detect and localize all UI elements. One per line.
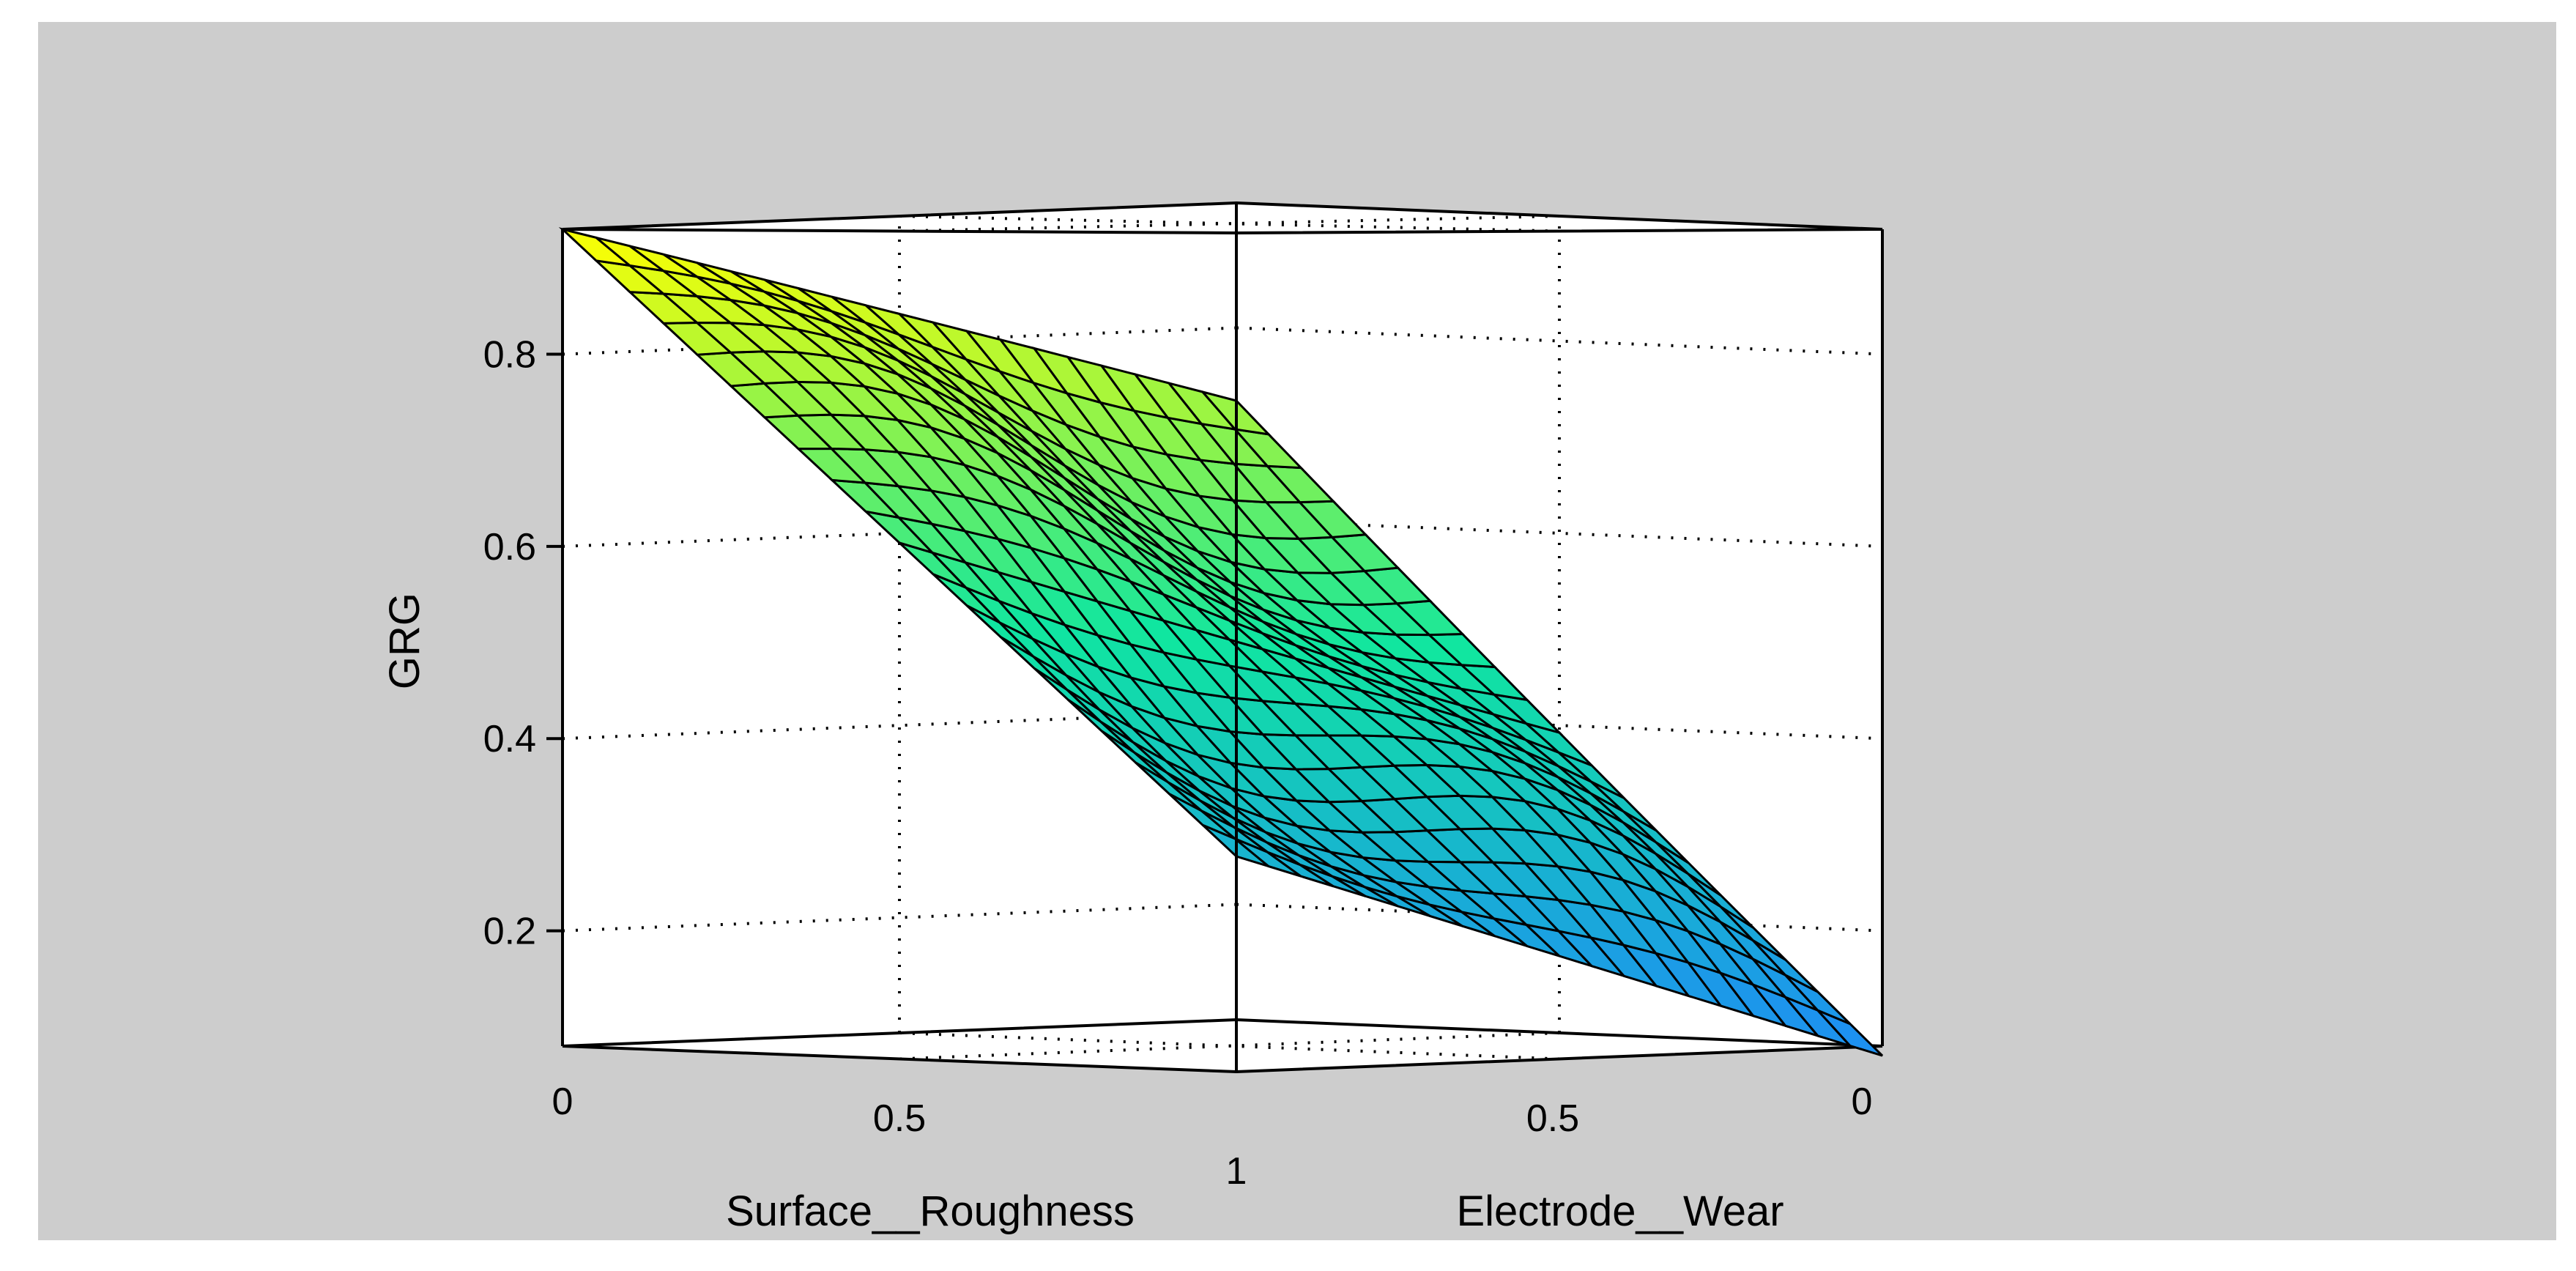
grid-floor-y-0 <box>899 1031 1560 1061</box>
z-axis-ticks: 0.2 0.4 0.6 0.8 <box>483 334 563 953</box>
z-tick-label-1: 0.4 <box>483 718 536 760</box>
z-tick-label-2: 0.6 <box>483 526 536 568</box>
figure-window: 0.2 0.4 0.6 0.8 0 0.5 1 0.5 0 Surface__Roug… <box>38 22 2556 1240</box>
x-axis-title: Surface__Roughness <box>726 1187 1135 1235</box>
y-tick-label-0: 0 <box>1852 1081 1873 1123</box>
y-axis-title: Electrode__Wear <box>1456 1187 1783 1235</box>
x-tick-label-0.5: 0.5 <box>873 1097 926 1140</box>
axes-ceiling <box>562 201 1883 235</box>
z-axis-title: GRG <box>381 593 428 689</box>
surface-mesh <box>558 227 1884 1057</box>
x-tick-label-1: 1 <box>1226 1150 1247 1193</box>
surface-plot: 0.2 0.4 0.6 0.8 0 0.5 1 0.5 0 Surface__Roug… <box>381 201 1884 1235</box>
grid-ceiling-y-0 <box>899 215 1560 233</box>
grid-lines <box>562 215 1883 1061</box>
z-tick-label-0: 0.2 <box>483 911 536 953</box>
z-tick-label-3: 0.8 <box>483 334 536 377</box>
y-tick-label-0.5: 0.5 <box>1526 1097 1579 1140</box>
x-tick-label-0: 0 <box>552 1081 574 1123</box>
